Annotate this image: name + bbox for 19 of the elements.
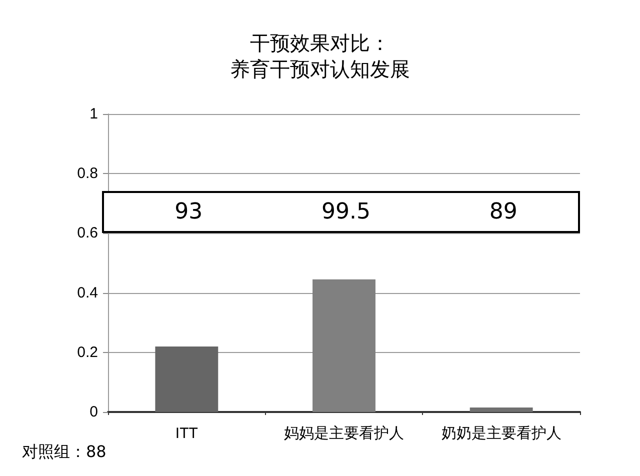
annotation: 99.5	[322, 200, 370, 225]
y-tick-label: 0	[90, 404, 98, 420]
x-tick-label: ITT	[175, 425, 198, 442]
y-tick-label: 0.8	[77, 165, 98, 182]
x-tick-label: 奶奶是主要看护人	[441, 425, 562, 442]
y-tick-label: 0.6	[77, 224, 98, 242]
y-tick-label: 0.2	[77, 344, 98, 361]
chart-subtitle: 养育干预对认知发展	[230, 57, 410, 81]
annotation: 89	[489, 200, 518, 225]
y-tick-label: 1	[90, 106, 98, 122]
chart-title: 干预效果对比：	[250, 31, 390, 55]
bar	[312, 279, 376, 412]
annotation: 93	[174, 200, 203, 225]
y-tick-label: 0.4	[77, 284, 98, 302]
x-tick-label: 妈妈是主要看护人	[284, 425, 404, 442]
bar	[155, 346, 218, 412]
bar	[470, 408, 533, 412]
text: 对照组：88	[22, 442, 106, 463]
text-box: 93 99.5 89	[102, 191, 580, 234]
